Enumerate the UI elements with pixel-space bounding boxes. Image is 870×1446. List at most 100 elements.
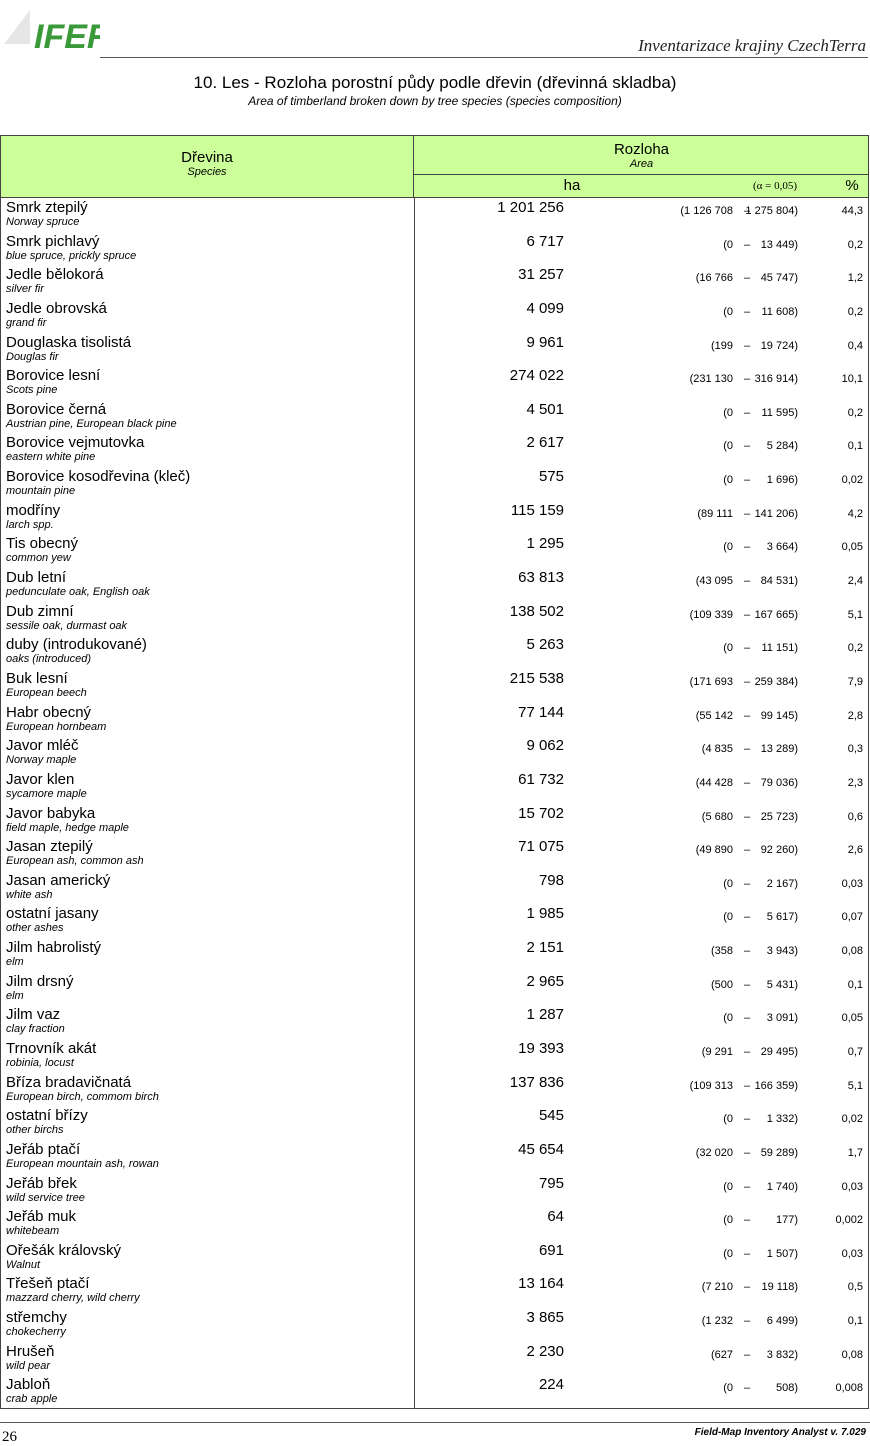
- ci-high: 84 531): [760, 575, 798, 588]
- species-name: Třešeň ptačí: [6, 1275, 90, 1293]
- area-ha: 6 717: [526, 232, 564, 250]
- ci-high: 167 665): [754, 608, 798, 621]
- species-name: Jabloň: [6, 1376, 51, 1394]
- area-pct: 0,008: [835, 1382, 863, 1395]
- area-ha: 138 502: [509, 602, 564, 620]
- ci-high: 19 724): [760, 339, 798, 352]
- ci-sep: –: [743, 406, 751, 419]
- ci-sep: –: [743, 608, 751, 621]
- area-ha: 1 295: [526, 535, 564, 553]
- ci-sep: –: [743, 339, 751, 352]
- ci-low: (0: [723, 642, 733, 655]
- species-en: clay fraction: [6, 1023, 65, 1036]
- ci-low: (55 142: [695, 709, 733, 722]
- ci-sep: –: [743, 1146, 751, 1159]
- area-pct: 5,1: [847, 608, 863, 621]
- species-en: white ash: [6, 888, 53, 901]
- species-en: Scots pine: [6, 384, 58, 397]
- species-en: Austrian pine, European black pine: [6, 417, 177, 430]
- ci-high: 1 507): [766, 1247, 798, 1260]
- species-name: Jasan ztepilý: [6, 838, 93, 856]
- ci-low: (89 111: [697, 507, 733, 520]
- species-en: elm: [6, 956, 24, 969]
- ci-low: (0: [723, 406, 733, 419]
- area-ha: 2 151: [526, 939, 564, 957]
- ci-low: (0: [723, 541, 733, 554]
- ci-sep: –: [743, 1214, 751, 1227]
- ci-sep: –: [743, 945, 751, 958]
- ci-high: 5 284): [766, 440, 798, 453]
- ci-sep: –: [743, 541, 751, 554]
- area-pct: 44,3: [841, 205, 863, 217]
- area-pct: 0,1: [847, 978, 863, 991]
- subtitle: Area of timberland broken down by tree s…: [248, 94, 622, 108]
- ci-high: 5 617): [766, 911, 798, 924]
- species-name: Jilm habrolistý: [6, 939, 102, 957]
- area-ha: 61 732: [518, 770, 564, 788]
- rule: [0, 197, 869, 198]
- area-pct: 0,7: [847, 1045, 863, 1058]
- ci-sep: –: [743, 1382, 751, 1395]
- area-ha: 77 144: [518, 703, 564, 721]
- ci-high: 177): [775, 1214, 798, 1227]
- ci-sep: –: [743, 1012, 751, 1025]
- ci-low: (5 680: [701, 810, 733, 823]
- ci-high: 11 595): [761, 406, 799, 419]
- ci-high: 2 167): [766, 877, 798, 890]
- species-en: European hornbeam: [6, 720, 107, 733]
- species-en: common yew: [6, 552, 71, 565]
- col-header: Dřevina: [181, 149, 233, 166]
- area-pct: 4,2: [847, 507, 863, 520]
- ci-low: (231 130: [689, 373, 733, 386]
- area-ha: 5 263: [526, 636, 564, 654]
- rule: [0, 1422, 870, 1423]
- species-en: silver fir: [6, 283, 44, 296]
- area-ha: 9 062: [526, 737, 564, 755]
- ci-low: (500: [710, 978, 733, 991]
- ci-high: 3 943): [766, 945, 798, 958]
- area-ha: 1 201 256: [497, 199, 564, 216]
- area-pct: 0,02: [841, 1113, 863, 1126]
- species-en: Douglas fir: [6, 350, 59, 363]
- species-en: whitebeam: [6, 1225, 60, 1238]
- area-pct: 0,2: [847, 406, 863, 419]
- species-name: Jasan americký: [6, 871, 111, 889]
- area-ha: 115 159: [510, 501, 564, 519]
- ci-low: (0: [723, 1012, 733, 1025]
- species-en: mazzard cherry, wild cherry: [6, 1292, 140, 1305]
- species-en: other birchs: [6, 1124, 64, 1137]
- species-name: Jilm drsný: [6, 972, 74, 990]
- ci-high: 141 206): [754, 507, 798, 520]
- ci-sep: –: [743, 474, 751, 487]
- ci-sep: –: [743, 1113, 751, 1126]
- species-name: ostatní jasany: [6, 905, 99, 923]
- species-en: blue spruce, prickly spruce: [6, 249, 137, 262]
- species-name: Borovice lesní: [6, 367, 101, 385]
- rule: [414, 174, 869, 175]
- area-pct: 0,1: [847, 440, 863, 453]
- area-ha: 224: [538, 1376, 564, 1394]
- area-ha: 137 836: [509, 1073, 564, 1091]
- area-ha: 1 287: [526, 1006, 564, 1024]
- ci-sep: –: [743, 305, 751, 318]
- ci-high: 1 332): [766, 1113, 798, 1126]
- area-pct: 2,8: [847, 709, 863, 722]
- species-name: Smrk ztepilý: [6, 199, 88, 216]
- species-name: Jeřáb ptačí: [6, 1140, 81, 1158]
- species-name: duby (introdukované): [6, 636, 147, 654]
- rule: [100, 57, 868, 58]
- area-pct: 0,3: [847, 743, 863, 756]
- col-header: Rozloha: [613, 141, 670, 158]
- species-en: Walnut: [6, 1258, 41, 1271]
- ci-low: (109 339: [689, 608, 733, 621]
- species-name: Trnovník akát: [6, 1039, 97, 1057]
- ci-low: (171 693: [689, 675, 733, 688]
- ci-low: (0: [723, 911, 733, 924]
- ci-sep: –: [743, 877, 751, 890]
- ci-low: (43 095: [695, 575, 733, 588]
- rule: [0, 1408, 869, 1409]
- ci-low: (32 020: [695, 1146, 733, 1159]
- ci-high: 25 723): [760, 810, 798, 823]
- species-name: ostatní břízy: [6, 1107, 88, 1125]
- ci-sep: –: [743, 776, 751, 789]
